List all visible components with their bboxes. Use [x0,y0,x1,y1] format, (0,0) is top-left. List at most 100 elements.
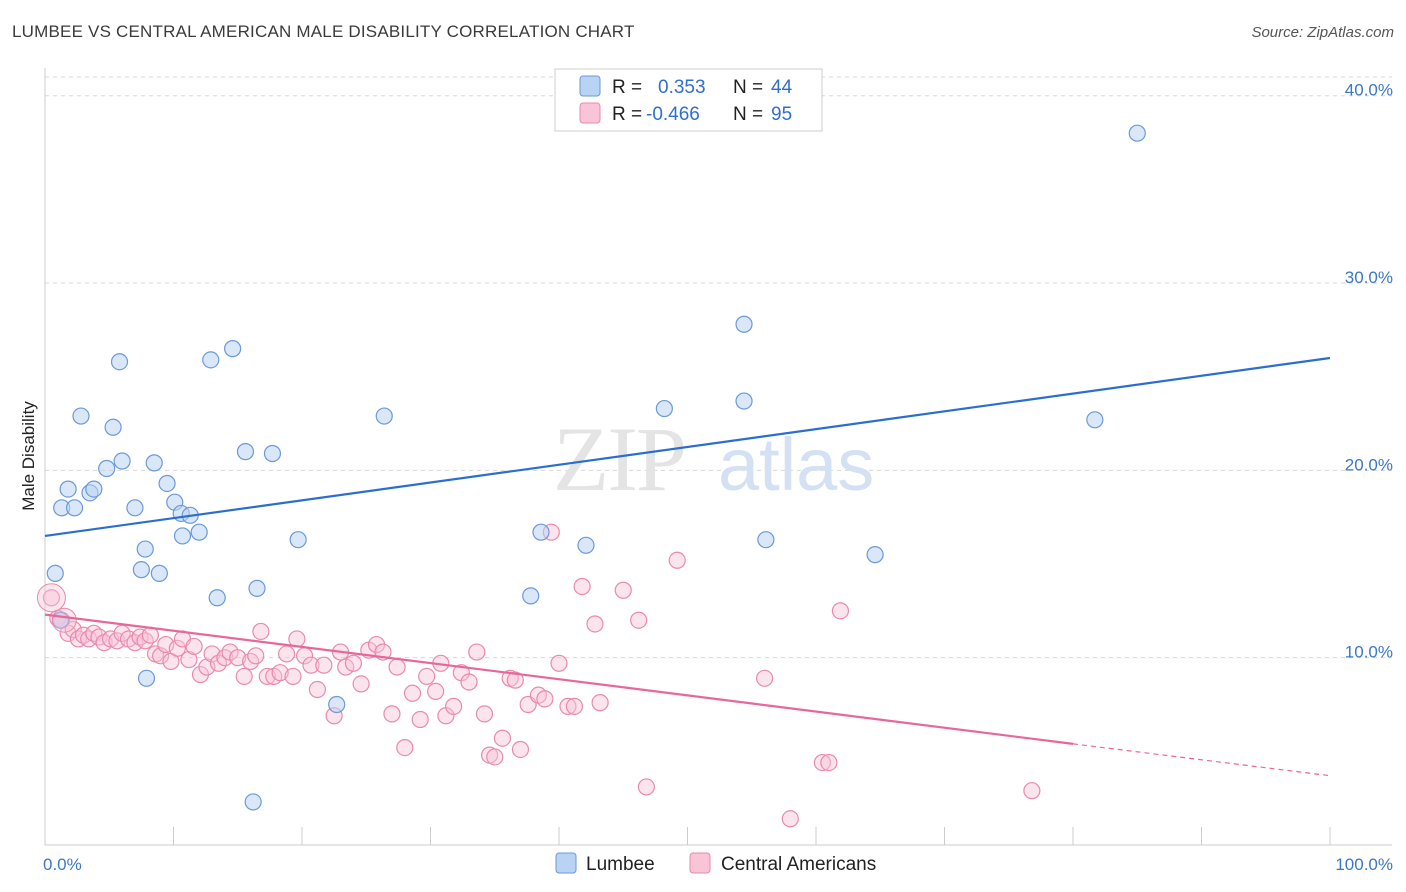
legend-n-value-2: 95 [771,104,792,125]
lumbee-point [145,454,163,472]
lumbee-point [190,523,208,541]
lumbee-point [110,353,129,371]
lumbee-point [208,589,226,607]
central-american-point [565,697,584,715]
lumbee-point [1128,124,1146,142]
central-american-point [229,649,247,667]
central-american-point [185,637,203,656]
lumbee-point [136,540,154,558]
y-axis-label: Male Disability [19,401,38,511]
central-american-point [302,656,320,674]
central-american-point [820,753,838,772]
y-tick-label: 20.0% [1345,455,1393,474]
central-american-point [536,690,554,708]
trend-lines [44,356,1331,777]
central-american-point [475,705,494,723]
central-american-point [235,667,253,686]
central-american-point [511,740,530,759]
legend-n-label-1: N = [733,77,763,98]
legend-n-value-1: 44 [771,77,793,98]
y-tick-label: 30.0% [1345,268,1393,287]
central-american-point [203,645,221,663]
bottom-legend-label-lumbee: Lumbee [586,854,655,875]
central-american-point [586,615,604,633]
lumbee-point [150,564,168,582]
lumbee-point [158,474,176,493]
lumbee-point [655,399,673,418]
central-american-point [445,697,463,715]
lumbee-point [757,531,775,549]
central-american-point [344,654,362,672]
legend-r-label-2: R = [612,104,642,125]
central-american-point [781,810,799,828]
central-american-point [486,748,504,766]
watermark-atlas: atlas [718,423,874,506]
lumbee-point [126,499,144,517]
x-tick-label-min: 0.0% [43,855,82,874]
lumbee-point [85,480,103,498]
data-points [36,124,1146,828]
central-american-point [168,639,186,657]
y-tick-label: 40.0% [1345,81,1393,100]
central-american-point [284,667,302,686]
lumbee-point [202,351,220,369]
central-american-point [573,577,591,596]
bottom-legend-swatch-lumbee [555,852,577,874]
legend-box: R = 0.353 N = 44 R = -0.466 N = 95 [554,68,823,132]
legend-r-value-2: -0.466 [646,104,700,125]
central-american-point [427,682,445,701]
x-tick-label-max: 100.0% [1335,855,1393,874]
central-american-point [1023,782,1041,800]
bottom-legend: Lumbee Central Americans [555,852,876,875]
central-american-point [630,611,648,629]
central-american-trend-extension [1072,743,1331,777]
watermark-zip: ZIP [553,408,685,510]
legend-r-label-1: R = [612,77,642,98]
central-american-point [460,673,478,691]
legend-swatch-central [579,102,601,124]
legend-r-value-1: 0.353 [658,77,706,98]
central-american-point [383,705,401,723]
lumbee-point [1086,411,1104,429]
lumbee-point [263,444,282,463]
central-american-point [258,667,276,686]
lumbee-point [113,452,131,470]
lumbee-point [532,523,550,541]
central-american-point [418,667,436,686]
lumbee-point [735,315,753,333]
lumbee-point [577,536,595,554]
central-american-point [252,622,270,641]
central-american-point [411,710,429,729]
central-american-point [152,647,170,665]
central-american-point [352,675,370,693]
central-american-point [277,645,296,663]
central-american-point [506,671,524,689]
central-american-point [36,583,66,613]
legend-swatch-lumbee [579,75,601,97]
lumbee-point [244,793,262,811]
lumbee-point [137,669,156,687]
gridlines [45,76,1392,659]
central-american-point [831,602,850,620]
central-american-point [403,684,422,702]
lumbee-point [866,546,884,564]
lumbee-point [735,392,753,410]
central-american-point [550,654,568,672]
central-american-trend-line [44,613,1074,745]
lumbee-point [65,499,84,517]
central-american-point [755,669,774,687]
lumbee-point [173,527,192,545]
lumbee-point [248,579,266,597]
central-american-point [468,643,486,661]
central-american-point [388,658,406,676]
central-american-point [180,650,198,669]
bottom-legend-label-central: Central Americans [721,854,876,875]
chart-source: Source: ZipAtlas.com [1251,24,1394,41]
lumbee-point [224,340,242,358]
lumbee-point [522,587,540,605]
central-american-point [591,694,609,712]
legend-n-label-2: N = [733,104,763,125]
central-american-point [637,778,655,796]
lumbee-point [72,407,90,425]
